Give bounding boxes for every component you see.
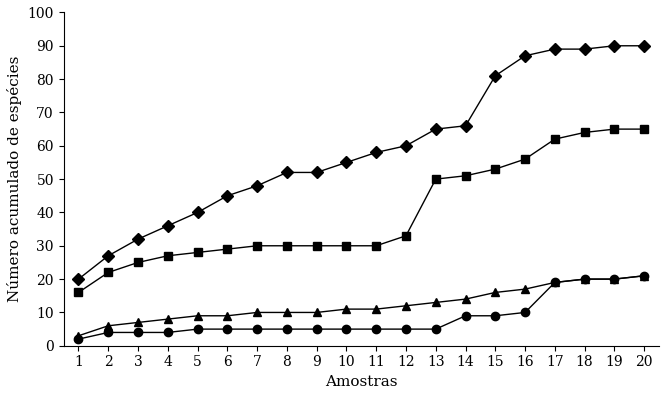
Y-axis label: Número acumulado de espécies: Número acumulado de espécies [7, 56, 22, 302]
X-axis label: Amostras: Amostras [325, 375, 398, 389]
